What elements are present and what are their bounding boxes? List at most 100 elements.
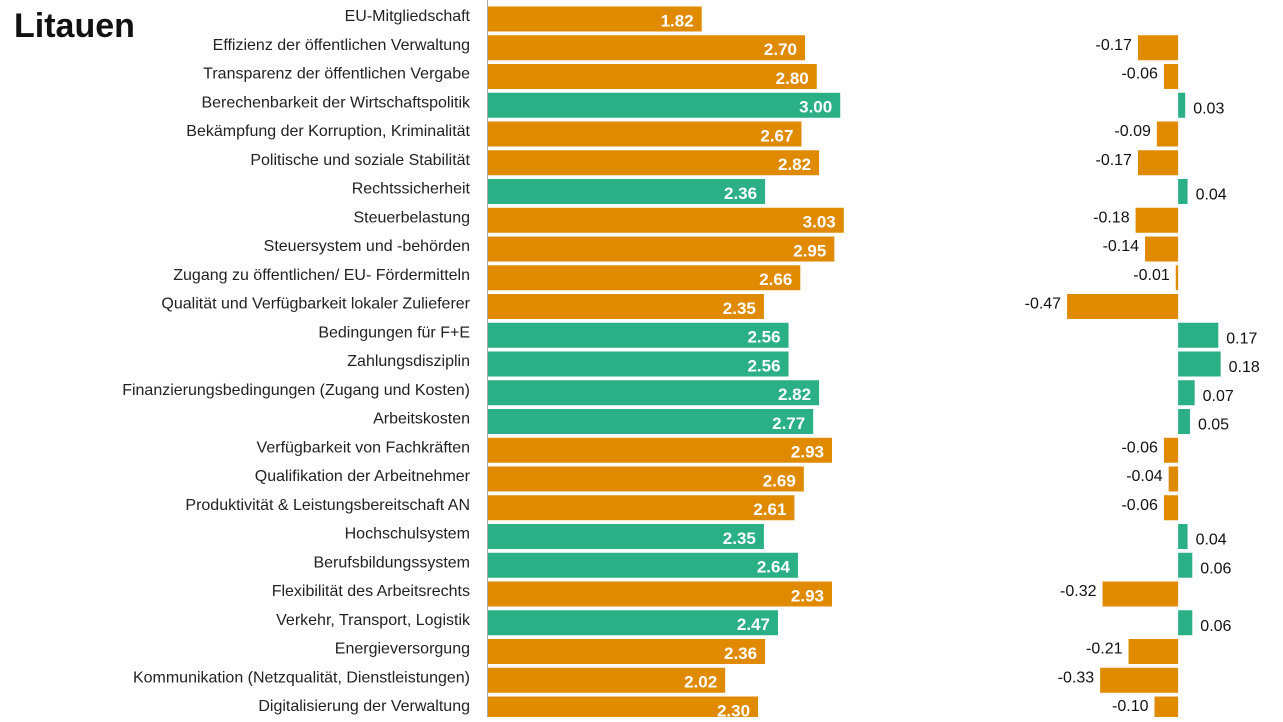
bar-value-label: 2.36	[724, 184, 757, 203]
change-bar	[1137, 35, 1179, 61]
bar	[488, 92, 841, 118]
change-value-label: 0.05	[1198, 417, 1229, 434]
category-label: Steuersystem und -behörden	[264, 238, 470, 255]
category-label: Berechenbarkeit der Wirtschaftspolitik	[201, 94, 471, 111]
change-bar	[1163, 437, 1179, 463]
category-label: Produktivität & Leistungsbereitschaft AN	[185, 497, 470, 514]
category-label: Bekämpfung der Korruption, Kriminalität	[186, 123, 470, 140]
bar	[488, 552, 798, 578]
change-value-label: -0.06	[1121, 66, 1158, 83]
change-value-label: -0.32	[1060, 583, 1097, 600]
change-value-label: -0.17	[1095, 37, 1132, 54]
change-bar	[1163, 64, 1179, 89]
change-value-label: 0.06	[1200, 618, 1231, 635]
bar	[488, 35, 805, 61]
change-value-label: -0.47	[1025, 296, 1062, 313]
category-label: Verfügbarkeit von Fachkräften	[257, 439, 470, 456]
change-value-label: -0.10	[1112, 698, 1149, 715]
bar	[488, 121, 802, 147]
bar	[488, 495, 795, 521]
bar-value-label: 2.64	[757, 558, 791, 577]
change-value-label: -0.09	[1114, 123, 1151, 140]
change-bar	[1067, 294, 1179, 319]
bar	[488, 581, 833, 607]
category-label: Arbeitskosten	[373, 411, 470, 428]
bar-value-label: 2.61	[753, 500, 786, 519]
change-bar	[1178, 409, 1190, 434]
bar	[488, 610, 778, 636]
change-value-label: 0.06	[1200, 560, 1231, 577]
change-value-label: -0.06	[1121, 497, 1158, 514]
bar	[488, 437, 833, 463]
category-label: Rechtssicherheit	[352, 181, 471, 198]
bar-value-label: 2.93	[791, 443, 824, 462]
bar	[488, 351, 789, 377]
change-bar	[1178, 380, 1195, 406]
change-bar	[1168, 466, 1179, 492]
bar-value-label: 2.82	[778, 155, 811, 174]
change-bar	[1178, 552, 1193, 578]
change-bar	[1135, 207, 1179, 233]
change-value-label: -0.04	[1126, 468, 1163, 485]
category-label: Steuerbelastung	[353, 209, 470, 226]
category-label: Zugang zu öffentlichen/ EU- Fördermittel…	[173, 267, 470, 284]
bar-value-label: 2.82	[778, 385, 811, 404]
change-bar	[1178, 610, 1193, 636]
bar-value-label: 2.70	[764, 40, 797, 59]
bar-value-label: 3.03	[803, 213, 836, 232]
change-bar	[1154, 696, 1179, 722]
change-bar	[1178, 351, 1221, 377]
bar	[488, 639, 766, 664]
bar-value-label: 2.30	[717, 701, 750, 717]
change-bar	[1175, 265, 1179, 291]
change-value-label: -0.18	[1093, 209, 1130, 226]
bar-value-label: 3.00	[799, 98, 832, 117]
change-bar	[1145, 236, 1179, 262]
bar-value-label: 2.56	[747, 328, 780, 347]
bar	[488, 294, 764, 319]
category-label: Finanzierungsbedingungen (Zugang und Kos…	[122, 382, 470, 399]
bar-value-label: 2.93	[791, 586, 824, 605]
change-bar	[1100, 667, 1179, 693]
category-label: Flexibilität des Arbeitsrechts	[272, 583, 470, 600]
bar-value-label: 2.69	[763, 471, 796, 490]
change-value-label: 0.17	[1226, 330, 1257, 347]
change-value-label: 0.04	[1196, 187, 1227, 204]
bar-value-label: 2.47	[737, 615, 770, 634]
change-value-label: 0.03	[1193, 100, 1224, 117]
change-value-label: -0.06	[1121, 439, 1158, 456]
change-bar	[1178, 92, 1186, 118]
change-bar	[1102, 581, 1179, 607]
bar	[488, 524, 764, 549]
chart-title: Litauen	[14, 7, 135, 45]
bar	[488, 236, 835, 262]
category-label: Berufsbildungssystem	[313, 554, 470, 571]
category-label: Qualität und Verfügbarkeit lokaler Zulie…	[161, 296, 470, 313]
bar-value-label: 2.36	[724, 644, 757, 663]
bar-value-label: 2.95	[793, 241, 826, 260]
change-bar	[1128, 639, 1179, 664]
change-value-label: -0.01	[1133, 267, 1170, 284]
category-label: Transparenz der öffentlichen Vergabe	[203, 66, 470, 83]
bar	[488, 265, 801, 291]
bar	[488, 179, 766, 204]
bar-value-label: 2.80	[776, 69, 809, 88]
change-bar	[1178, 179, 1188, 204]
bar	[488, 207, 844, 233]
bar	[488, 150, 820, 176]
bar-value-label: 2.02	[684, 673, 717, 692]
bar	[488, 380, 820, 406]
bar-value-label: 1.82	[661, 11, 694, 30]
category-label: EU-Mitgliedschaft	[345, 8, 471, 25]
change-value-label: -0.17	[1095, 152, 1132, 169]
bar-value-label: 2.56	[747, 356, 780, 375]
change-bar	[1137, 150, 1179, 176]
category-label: Qualifikation der Arbeitnehmer	[255, 468, 471, 485]
bar	[488, 409, 814, 434]
category-label: Bedingungen für F+E	[318, 324, 470, 341]
bar	[488, 667, 726, 693]
category-label: Energieversorgung	[335, 641, 470, 658]
change-value-label: -0.14	[1103, 238, 1140, 255]
change-value-label: -0.33	[1058, 669, 1095, 686]
